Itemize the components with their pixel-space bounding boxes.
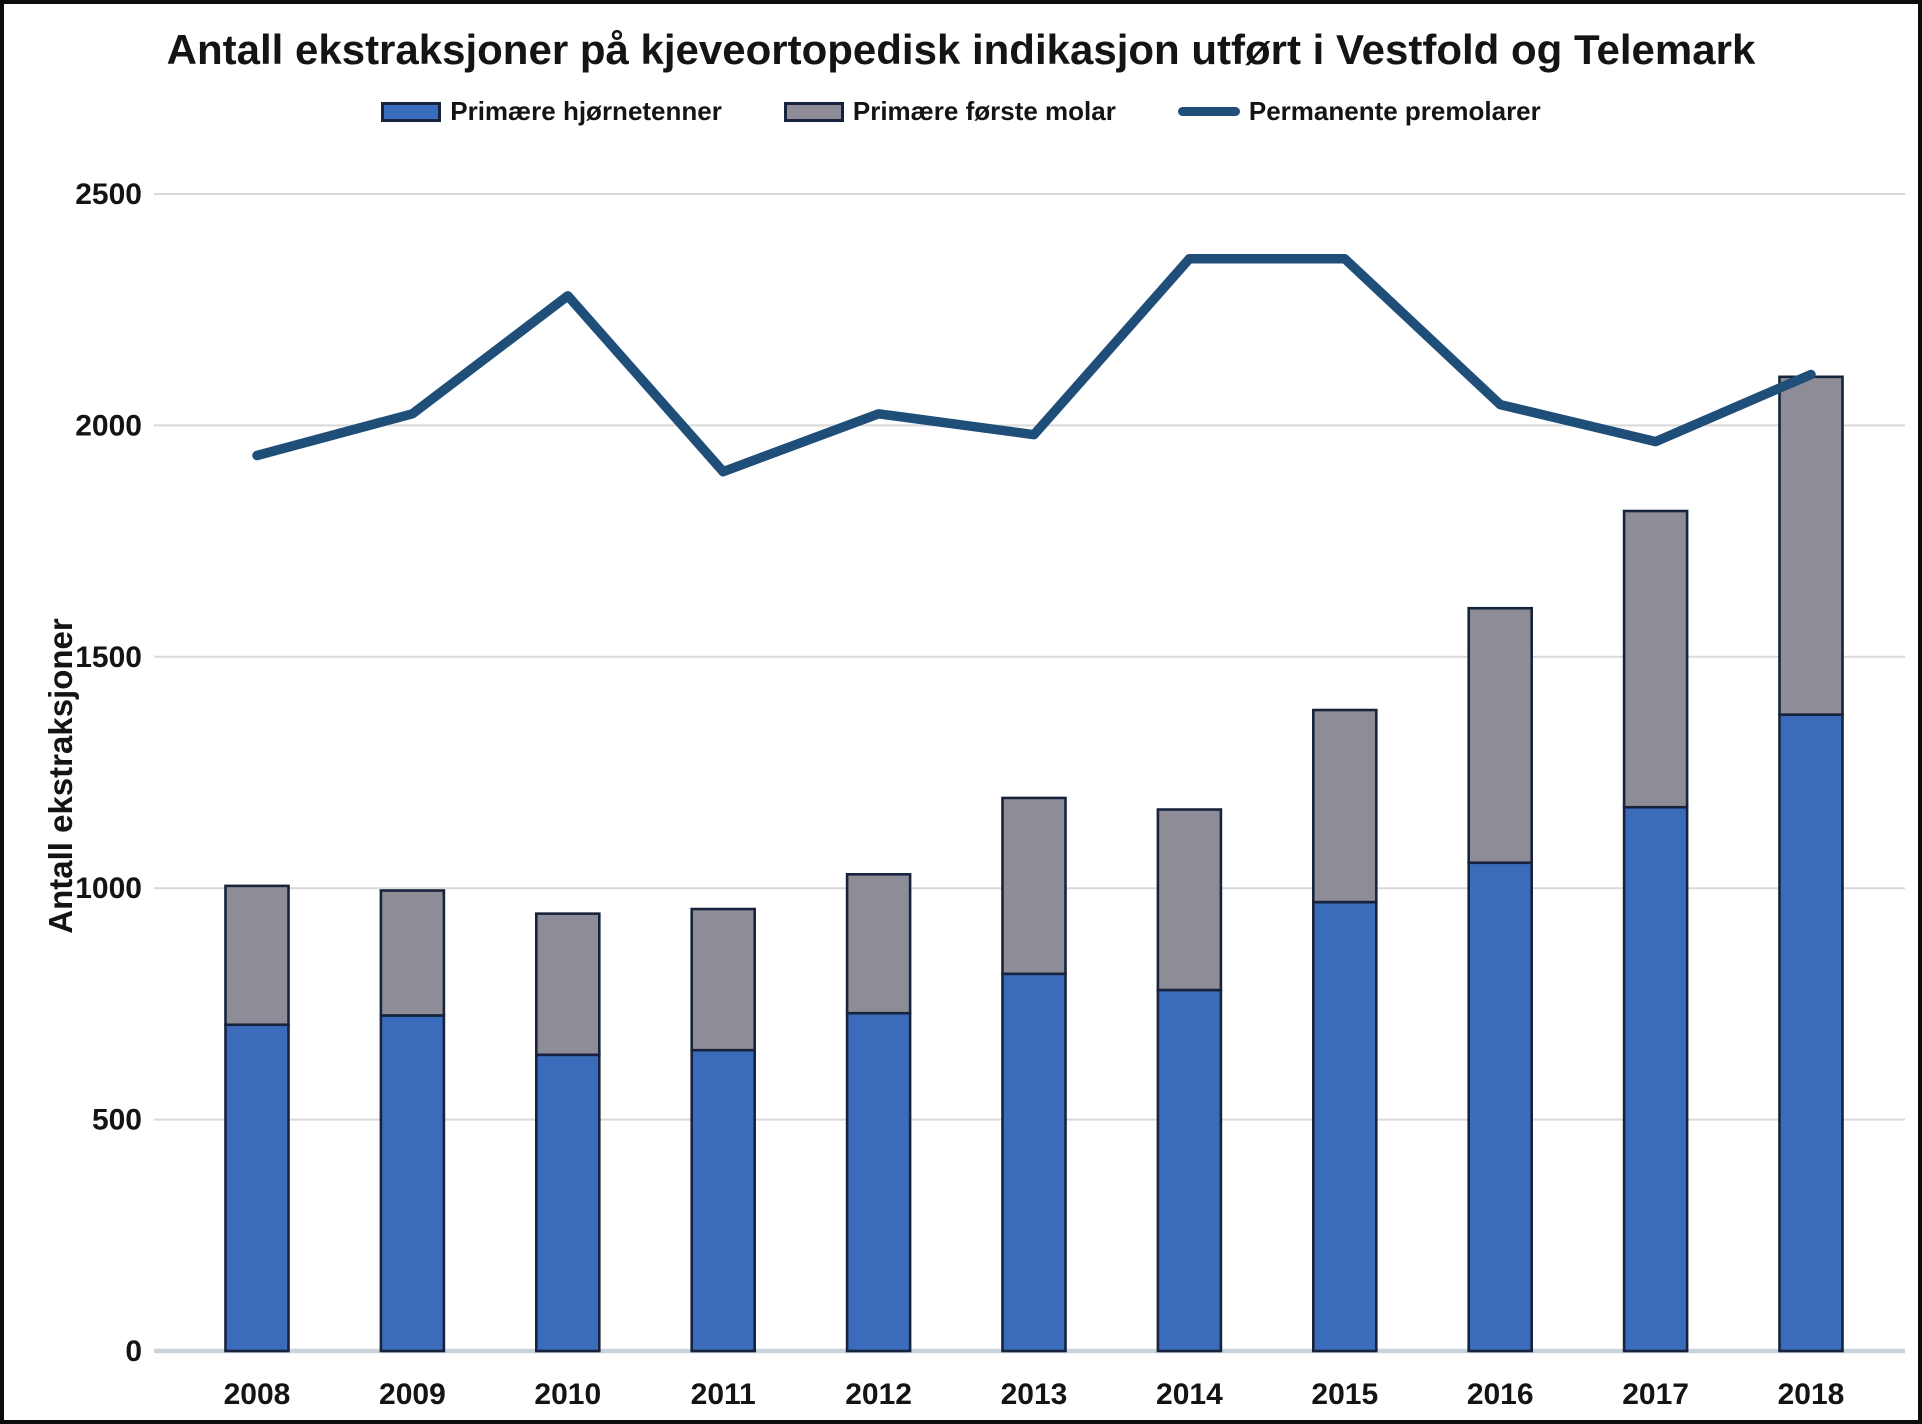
bar-segment-primaere-forste-molar-2016 <box>1467 606 1533 865</box>
legend-label: Primære hjørnetenner <box>450 96 722 126</box>
legend-label: Primære første molar <box>852 96 1116 126</box>
bar-segment-primaere-hjornetenner-2018 <box>1778 713 1844 1353</box>
bar-segment-primaere-hjornetenner-2008 <box>224 1023 290 1353</box>
x-tick-label: 2015 <box>1311 1378 1378 1411</box>
x-tick-label: 2013 <box>1001 1378 1068 1411</box>
chart-title: Antall ekstraksjoner på kjeveortopedisk … <box>166 26 1756 73</box>
y-tick-label: 0 <box>125 1335 142 1368</box>
y-tick-label: 2500 <box>75 178 142 211</box>
bar-segment-primaere-forste-molar-2013 <box>1001 796 1067 976</box>
bar-segment-primaere-forste-molar-2015 <box>1312 708 1378 904</box>
y-tick-label: 1000 <box>75 872 142 905</box>
x-tick-label: 2014 <box>1156 1378 1223 1411</box>
bar-segment-primaere-forste-molar-2017 <box>1622 509 1689 809</box>
x-tick-label: 2008 <box>224 1378 291 1411</box>
bar-segment-primaere-forste-molar-2010 <box>534 912 601 1057</box>
bar-segment-primaere-hjornetenner-2017 <box>1622 805 1689 1353</box>
x-tick-label: 2016 <box>1467 1378 1534 1411</box>
bar-segment-primaere-forste-molar-2008 <box>224 884 290 1027</box>
bar-segment-primaere-forste-molar-2018 <box>1778 375 1844 716</box>
bar-segment-primaere-hjornetenner-2011 <box>690 1048 757 1353</box>
chart-plot-area: 0 500 1000 1500 2000 2500 2008 2009 2010 2011 2012… <box>75 178 1905 1411</box>
x-tick-label: 2018 <box>1778 1378 1845 1411</box>
bar-segment-primaere-hjornetenner-2012 <box>845 1011 912 1353</box>
legend-bar-swatch-icon <box>381 101 442 122</box>
legend-item-primaere-hjornetenner: Primære hjørnetenner <box>381 96 722 127</box>
bar-segment-primaere-forste-molar-2009 <box>379 889 446 1017</box>
bar-segment-primaere-hjornetenner-2013 <box>1001 972 1067 1353</box>
x-tick-label: 2017 <box>1622 1378 1689 1411</box>
x-tick-label: 2011 <box>691 1378 756 1411</box>
bar-segment-primaere-hjornetenner-2010 <box>534 1053 601 1353</box>
x-tick-label: 2010 <box>534 1378 601 1411</box>
bar-segment-primaere-hjornetenner-2009 <box>379 1014 446 1353</box>
chart-legend: Primære hjørnetenner Primære første mola… <box>4 96 1918 127</box>
bar-segment-primaere-hjornetenner-2016 <box>1467 861 1533 1353</box>
trend-line-permanente-premolarer <box>252 254 1816 477</box>
y-tick-label: 500 <box>92 1104 142 1137</box>
legend-bar-swatch-icon <box>783 101 844 122</box>
bar-segment-primaere-forste-molar-2011 <box>690 907 757 1052</box>
y-tick-label: 1500 <box>75 641 142 674</box>
bar-segment-primaere-hjornetenner-2015 <box>1312 900 1378 1353</box>
y-tick-label: 2000 <box>75 409 142 442</box>
bar-segment-primaere-forste-molar-2012 <box>845 873 912 1015</box>
legend-line-swatch-icon <box>1177 107 1240 116</box>
x-tick-label: 2009 <box>379 1378 446 1411</box>
x-tick-label: 2012 <box>845 1378 912 1411</box>
bar-segment-primaere-hjornetenner-2014 <box>1156 988 1223 1353</box>
bar-segment-primaere-forste-molar-2014 <box>1156 808 1223 992</box>
legend-item-permanente-premolarer: Permanente premolarer <box>1177 96 1541 127</box>
legend-item-primaere-forste-molar: Primære første molar <box>783 96 1116 127</box>
legend-label: Permanente premolarer <box>1248 96 1541 126</box>
